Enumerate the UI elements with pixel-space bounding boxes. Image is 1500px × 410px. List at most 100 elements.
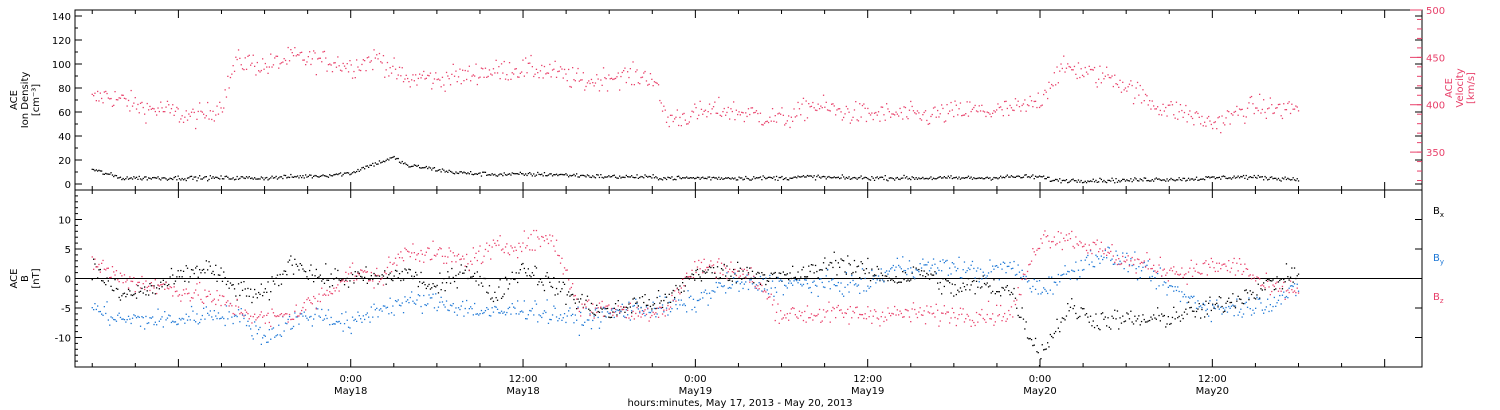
series-bx-point xyxy=(804,276,806,278)
series-bx-point xyxy=(647,304,649,306)
density-series-point xyxy=(1161,179,1163,182)
density-series-point xyxy=(605,176,607,178)
velocity-series-point xyxy=(1043,93,1045,96)
velocity-series-point xyxy=(1167,104,1169,106)
density-series-point xyxy=(723,178,725,180)
series-bx-point xyxy=(98,269,100,271)
series-bz-point xyxy=(861,314,864,316)
velocity-series-point xyxy=(462,69,464,71)
series-bz-point xyxy=(1048,240,1050,242)
series-bz-point xyxy=(1089,249,1092,251)
series-by-point xyxy=(236,315,238,318)
density-series-point xyxy=(754,177,756,180)
series-bz-point xyxy=(992,313,994,315)
series-by-point xyxy=(164,311,166,313)
density-series-point xyxy=(894,179,896,181)
series-by-point xyxy=(1136,279,1139,281)
density-series-point xyxy=(471,173,473,175)
series-bz-point xyxy=(959,307,962,309)
velocity-series-point xyxy=(142,106,144,109)
series-by-point xyxy=(1206,308,1208,310)
series-bx-point xyxy=(635,302,637,304)
series-bz-point xyxy=(101,262,103,264)
series-by-point xyxy=(871,269,873,272)
velocity-series-point xyxy=(98,100,100,102)
velocity-series-point xyxy=(146,102,148,105)
series-bx-point xyxy=(356,275,358,277)
series-bx-point xyxy=(1222,311,1225,313)
series-by-point xyxy=(149,317,151,319)
series-bx-point xyxy=(471,276,473,278)
series-bz-point xyxy=(405,249,407,251)
density-series-point xyxy=(311,177,313,179)
velocity-series-point xyxy=(715,112,717,114)
density-series-point xyxy=(346,172,348,174)
density-series-point xyxy=(916,178,919,180)
density-series-point xyxy=(782,178,784,181)
density-series-point xyxy=(1201,178,1203,180)
velocity-series-point xyxy=(121,94,123,96)
series-bx-point xyxy=(1104,316,1106,318)
series-by-point xyxy=(1229,307,1231,309)
velocity-series-point xyxy=(584,89,586,91)
series-bx-point xyxy=(801,269,803,271)
velocity-series-point xyxy=(1147,104,1149,106)
series-bx-point xyxy=(581,293,583,296)
series-bz-point xyxy=(542,236,544,238)
velocity-series-point xyxy=(1268,107,1270,109)
series-bx-point xyxy=(619,309,621,311)
series-bx-point xyxy=(419,281,421,283)
density-series-point xyxy=(1272,178,1274,180)
density-series-point xyxy=(412,165,414,167)
series-by-point xyxy=(453,311,456,313)
density-series-point xyxy=(169,177,171,179)
series-by-point xyxy=(374,309,376,311)
series-bz-point xyxy=(551,235,554,237)
series-by-point xyxy=(243,317,245,320)
series-bx-point xyxy=(782,271,784,273)
density-series-point xyxy=(1205,176,1207,178)
velocity-series-point xyxy=(272,64,275,66)
velocity-series-point xyxy=(1169,104,1171,106)
velocity-series-point xyxy=(661,110,664,112)
series-by-point xyxy=(856,285,858,287)
velocity-series-point xyxy=(1255,107,1257,109)
series-bz-point xyxy=(720,262,723,264)
velocity-series-point xyxy=(325,57,327,59)
series-by-point xyxy=(1099,262,1101,264)
velocity-series-point xyxy=(354,77,356,79)
series-bz-point xyxy=(601,300,603,303)
series-bx-point xyxy=(102,280,104,282)
density-series-point xyxy=(900,177,902,179)
series-bz-point xyxy=(382,284,385,286)
series-by-point xyxy=(818,278,821,280)
density-series-point xyxy=(133,176,135,178)
series-bz-point xyxy=(1165,274,1167,276)
series-bx-point xyxy=(876,265,878,268)
series-bz-point xyxy=(1260,285,1262,287)
series-bx-point xyxy=(93,258,95,260)
series-bx-point xyxy=(1013,287,1015,290)
density-series-point xyxy=(970,176,972,178)
series-by-point xyxy=(1063,273,1065,275)
series-bx-point xyxy=(459,271,461,273)
density-series-point xyxy=(1269,176,1271,179)
series-bx-point xyxy=(574,302,576,304)
series-bx-point xyxy=(1178,315,1180,318)
series-by-point xyxy=(98,311,100,313)
velocity-series-point xyxy=(1263,99,1265,101)
density-series-point xyxy=(1115,178,1117,180)
series-by-point xyxy=(231,316,233,318)
series-bx-point xyxy=(614,303,617,305)
velocity-series-point xyxy=(356,59,358,61)
series-by-point xyxy=(203,307,205,309)
series-by-point xyxy=(810,291,813,294)
series-by-point xyxy=(644,315,646,317)
series-bx-point xyxy=(578,301,580,303)
series-bz-point xyxy=(192,297,194,299)
series-bx-point xyxy=(645,304,648,306)
series-bz-point xyxy=(413,252,415,254)
series-bx-point xyxy=(1233,305,1235,307)
density-series-point xyxy=(1261,176,1263,178)
velocity-series-point xyxy=(845,105,847,108)
